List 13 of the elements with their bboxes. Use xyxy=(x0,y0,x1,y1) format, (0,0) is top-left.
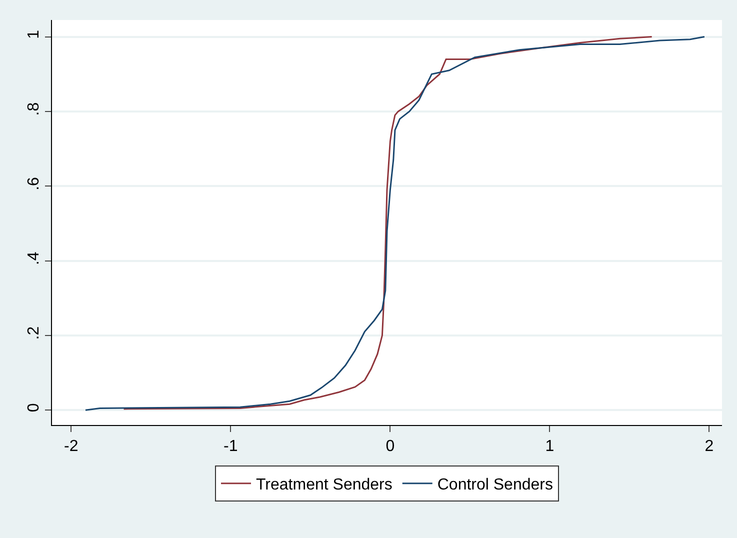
x-tick-label: -1 xyxy=(224,438,238,456)
y-tick-label: 1 xyxy=(26,30,43,39)
x-tick-label: 0 xyxy=(386,438,395,456)
legend-label: Control Senders xyxy=(437,476,553,494)
y-tick-label: .6 xyxy=(26,176,43,190)
y-tick-label: .8 xyxy=(26,102,43,116)
y-tick-label: .4 xyxy=(26,252,43,266)
y-tick-label: 0 xyxy=(26,403,43,412)
x-tick-label: -2 xyxy=(64,438,78,456)
legend-label: Treatment Senders xyxy=(256,476,392,494)
x-tick-label: 1 xyxy=(545,438,554,456)
y-tick-label: .2 xyxy=(26,326,43,340)
x-tick-label: 2 xyxy=(704,438,714,456)
